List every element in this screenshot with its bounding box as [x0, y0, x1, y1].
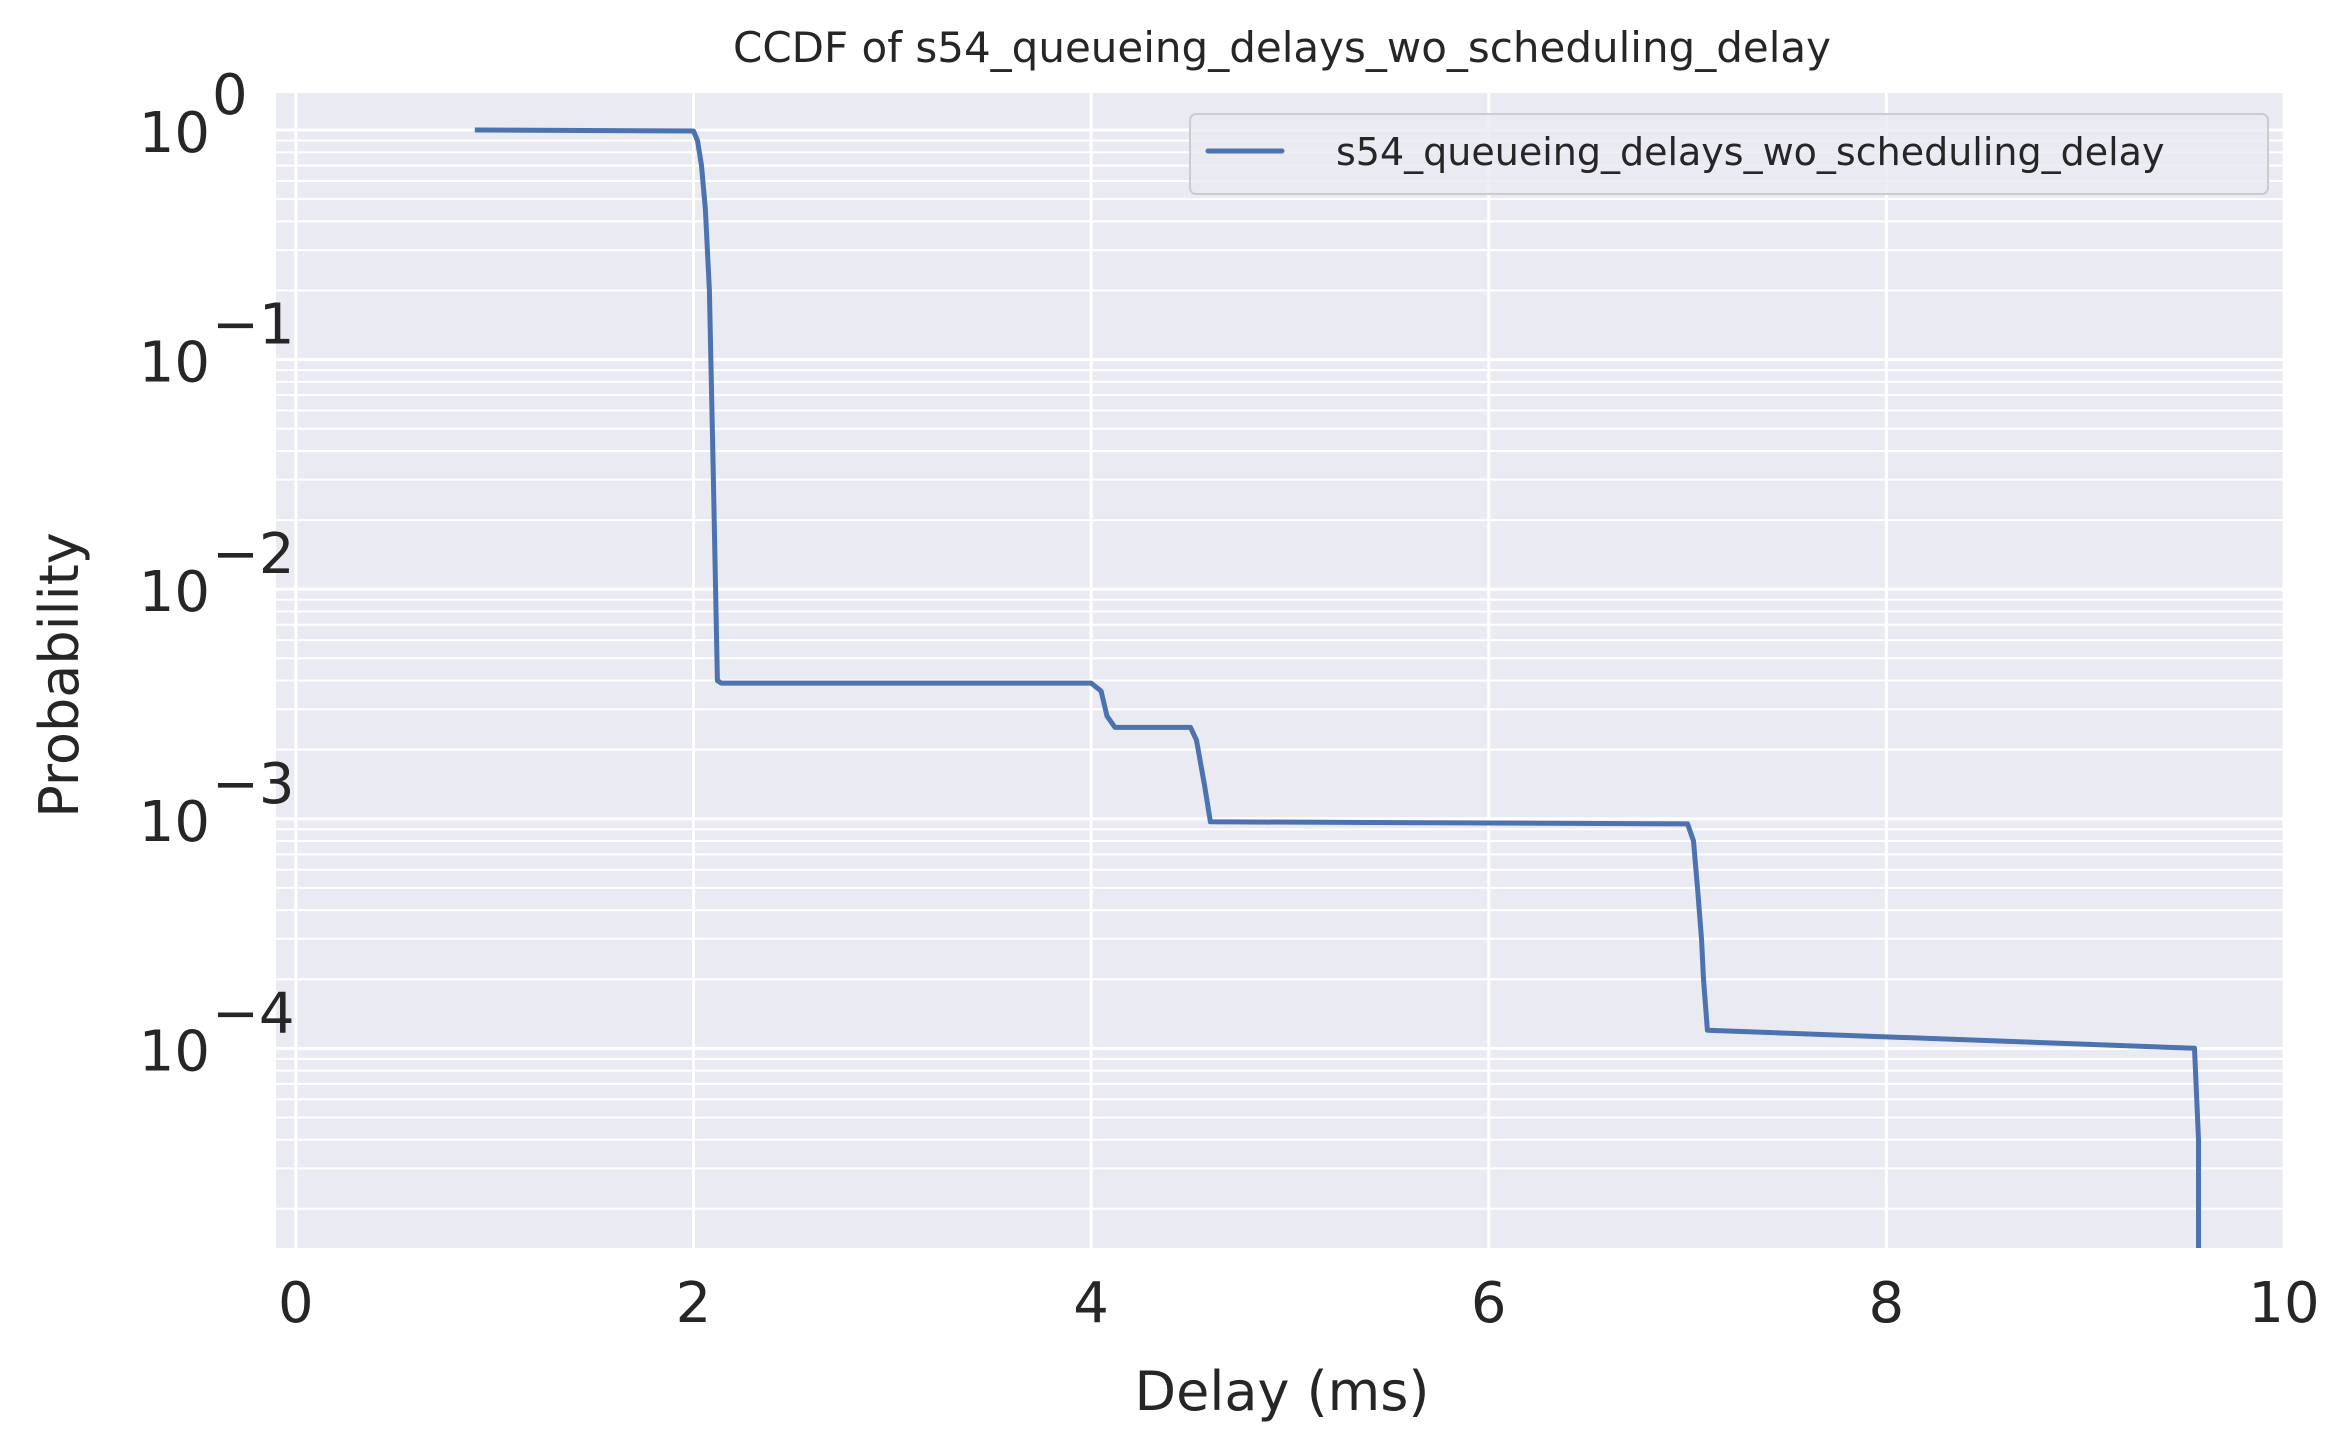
y-tick-label: 10	[139, 101, 210, 166]
legend-label: s54_queueing_delays_wo_scheduling_delay	[1336, 130, 2164, 174]
x-tick-label: 6	[1471, 1271, 1507, 1336]
chart-title: CCDF of s54_queueing_delays_wo_schedulin…	[733, 23, 1831, 72]
y-tick-exponent: −3	[212, 752, 295, 817]
legend: s54_queueing_delays_wo_scheduling_delay	[1189, 113, 2269, 195]
y-tick-label: 10	[139, 1019, 210, 1084]
y-tick-exponent: −1	[212, 293, 295, 358]
x-tick-label: 8	[1869, 1271, 1905, 1336]
plot-area	[276, 93, 2284, 1248]
y-tick-exponent: 0	[212, 63, 248, 128]
y-tick-label: 10	[139, 560, 210, 625]
grid-layer	[276, 93, 2286, 1248]
x-tick-label: 10	[2248, 1271, 2319, 1336]
y-tick-label: 10	[139, 331, 210, 396]
legend-box	[1189, 113, 2269, 195]
series-line	[474, 127, 2201, 1248]
x-tick-label: 0	[278, 1271, 314, 1336]
series-layer	[474, 127, 2201, 1248]
y-tick-label: 10	[139, 790, 210, 855]
x-axis-label: Delay (ms)	[1135, 1360, 1430, 1423]
x-tick-label: 4	[1073, 1271, 1109, 1336]
y-tick-exponent: −2	[212, 522, 295, 587]
x-tick-label: 2	[676, 1271, 712, 1336]
y-axis-label: Probability	[28, 532, 91, 817]
y-tick-exponent: −4	[212, 981, 295, 1046]
